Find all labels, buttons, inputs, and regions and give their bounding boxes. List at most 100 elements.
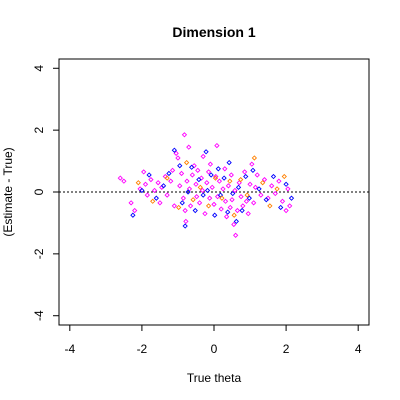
data-point (193, 181, 199, 187)
data-point (235, 184, 242, 190)
data-point (239, 207, 245, 214)
data-point (208, 172, 214, 178)
data-point (204, 187, 211, 194)
data-point (258, 192, 264, 198)
data-point (159, 184, 165, 190)
x-axis: -4 -2 0 2 4 (64, 324, 362, 356)
data-point (182, 207, 188, 214)
data-point (203, 149, 209, 155)
data-point (247, 181, 253, 187)
data-point (227, 204, 233, 211)
data-point (128, 200, 134, 206)
y-tick-label: -2 (32, 248, 46, 259)
data-point (231, 221, 237, 228)
data-point (240, 203, 246, 209)
data-point (180, 195, 186, 201)
data-point (139, 187, 145, 194)
chart-title: Dimension 1 (172, 24, 255, 40)
y-tick-label: -4 (32, 310, 46, 321)
data-point (245, 211, 251, 217)
x-axis-label: True theta (187, 371, 242, 385)
data-point (192, 207, 198, 214)
data-point (227, 178, 233, 184)
data-point (230, 190, 236, 197)
data-point (200, 192, 206, 198)
data-point (187, 203, 194, 209)
data-point (276, 178, 282, 184)
data-point (215, 166, 221, 172)
data-point (205, 203, 212, 209)
data-point (261, 176, 268, 183)
data-point (254, 172, 260, 178)
data-point (132, 207, 138, 214)
data-point (279, 198, 286, 204)
data-point (288, 195, 295, 201)
data-point (185, 189, 191, 195)
data-point (207, 161, 214, 167)
data-point (166, 170, 172, 177)
data-point (212, 175, 219, 181)
data-point (252, 184, 259, 190)
data-point (130, 212, 136, 218)
data-point (176, 204, 182, 211)
data-point (287, 203, 293, 209)
data-point (233, 218, 239, 225)
data-point (213, 173, 219, 180)
data-point (272, 190, 278, 197)
y-tick-label: 4 (32, 65, 46, 72)
data-point (171, 147, 177, 153)
data-point (207, 195, 213, 201)
data-point (191, 163, 197, 169)
data-point (260, 180, 266, 186)
data-point (214, 142, 220, 149)
data-point (218, 206, 224, 212)
data-point (246, 195, 252, 201)
data-point (169, 167, 176, 173)
data-point (194, 194, 200, 200)
data-point (283, 207, 289, 214)
y-axis-label: (Estimate - True) (1, 147, 15, 236)
x-tick-label: 4 (355, 342, 362, 356)
data-point (141, 169, 147, 175)
data-point (228, 172, 234, 178)
data-point (222, 198, 229, 204)
data-point (157, 200, 163, 206)
data-point (151, 187, 158, 194)
data-point (250, 167, 256, 173)
data-point (173, 150, 179, 156)
data-point (229, 197, 235, 203)
data-point (198, 175, 205, 181)
y-tick-label: 0 (32, 188, 46, 195)
x-tick-label: -2 (137, 342, 148, 356)
data-point (142, 181, 149, 187)
data-point (205, 169, 212, 175)
data-point (263, 197, 269, 203)
data-point (216, 178, 223, 184)
data-point (196, 176, 202, 183)
data-point (244, 192, 250, 198)
data-point (135, 180, 141, 186)
data-point (164, 192, 170, 198)
y-axis: -4 -2 0 2 4 (32, 65, 60, 321)
x-tick-label: -4 (64, 342, 75, 356)
data-points (117, 132, 295, 238)
data-point (225, 183, 232, 189)
data-point (278, 204, 284, 211)
data-point (204, 180, 210, 186)
data-point (220, 186, 226, 192)
data-point (200, 153, 206, 160)
data-point (281, 173, 287, 180)
data-point (232, 232, 239, 238)
data-point (221, 175, 227, 181)
data-point (211, 201, 217, 208)
data-point (225, 209, 231, 215)
data-point (150, 198, 156, 204)
data-point (189, 164, 195, 170)
data-point (175, 155, 181, 161)
data-point (231, 212, 237, 218)
data-point (197, 184, 203, 190)
data-point (238, 194, 244, 200)
data-point (195, 167, 201, 173)
data-point (285, 186, 291, 192)
